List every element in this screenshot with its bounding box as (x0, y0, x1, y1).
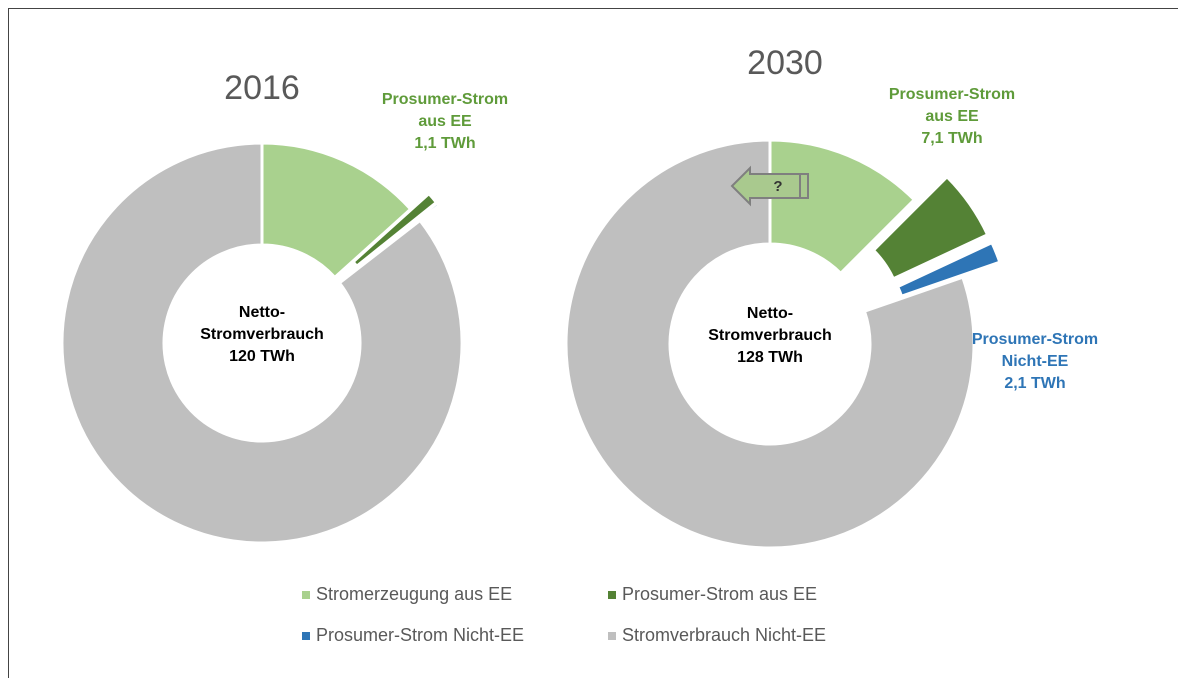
segment-label: aus EE (925, 108, 979, 125)
arrow (730, 165, 809, 207)
center-label: 120 TWh (229, 348, 295, 365)
donut-segment (260, 141, 413, 280)
center-label: Stromverbrauch (200, 326, 324, 343)
segment-label: aus EE (418, 113, 472, 130)
chart-title: 2030 (747, 44, 823, 82)
legend-label: Prosumer-Strom Nicht-EE (316, 625, 524, 645)
legend-marker (608, 591, 616, 599)
chart-title: 2016 (224, 69, 300, 107)
value-label: 7,1 TWh (921, 130, 982, 147)
legend-marker (302, 632, 310, 640)
arrow-label: ? (773, 178, 782, 195)
legend-label: Stromerzeugung aus EE (316, 584, 512, 604)
legend-label: Prosumer-Strom aus EE (622, 584, 817, 604)
legend-label: Stromverbrauch Nicht-EE (622, 625, 826, 645)
donut-segment (871, 174, 990, 281)
legend-marker (302, 591, 310, 599)
value-label: 2,1 TWh (1004, 375, 1065, 392)
center-label: Netto- (747, 305, 793, 322)
legend-marker (608, 632, 616, 640)
center-label: 128 TWh (737, 349, 803, 366)
segment-label: Prosumer-Strom (382, 91, 508, 108)
center-label: Netto- (239, 304, 285, 321)
frame (8, 8, 1178, 678)
segment-label: Nicht-EE (1002, 353, 1069, 370)
donut-segment (895, 240, 1002, 299)
donut-segment (564, 138, 976, 550)
segment-label: Prosumer-Strom (889, 86, 1015, 103)
segment-label: Prosumer-Strom (972, 331, 1098, 348)
donut-segment (60, 141, 464, 545)
value-label: 1,1 TWh (414, 135, 475, 152)
center-label: Stromverbrauch (708, 327, 832, 344)
